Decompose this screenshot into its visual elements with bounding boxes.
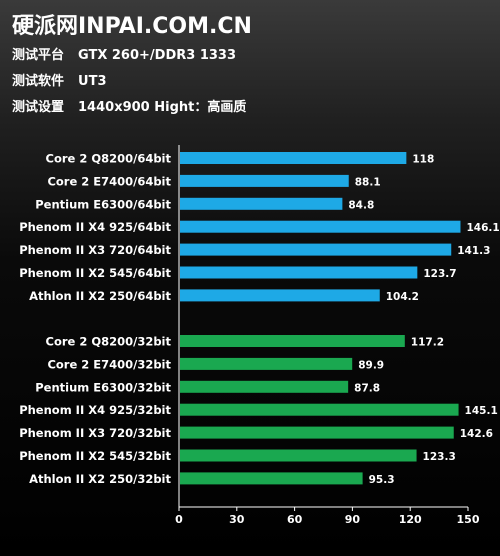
info-platform: 测试平台 GTX 260+/DDR3 1333: [12, 44, 236, 63]
x-tick-label: 90: [345, 513, 361, 526]
data-label: 142.6: [460, 428, 493, 440]
category-label: Athlon II X2 250/32bit: [29, 472, 171, 486]
bar: [180, 426, 454, 439]
x-tick-label: 120: [399, 513, 422, 526]
category-label: Pentium E6300/32bit: [35, 380, 171, 394]
bar: [180, 197, 343, 210]
category-label: Phenom II X3 720/64bit: [19, 243, 171, 257]
category-label: Core 2 E7400/32bit: [47, 357, 171, 371]
bar: [180, 357, 353, 370]
data-label: 87.8: [354, 382, 380, 394]
data-label: 89.9: [358, 359, 384, 371]
x-tick-label: 30: [229, 513, 245, 526]
x-tick-label: 60: [287, 513, 303, 526]
info-software-value: UT3: [78, 74, 107, 89]
info-settings-value: 1440x900 Hight：高画质: [78, 100, 247, 115]
bar: [180, 174, 349, 187]
info-settings: 测试设置 1440x900 Hight：高画质: [12, 96, 246, 115]
info-settings-label: 测试设置: [12, 100, 65, 115]
category-label: Core 2 E7400/64bit: [47, 174, 171, 188]
data-label: 145.1: [465, 405, 498, 417]
data-label: 123.3: [423, 451, 456, 463]
category-label: Phenom II X4 925/64bit: [19, 220, 171, 234]
data-label: 146.1: [466, 222, 499, 234]
bar: [180, 289, 380, 302]
info-platform-label: 测试平台: [12, 48, 65, 63]
data-label: 95.3: [369, 474, 395, 486]
category-label: Core 2 Q8200/32bit: [46, 335, 172, 349]
x-tick-label: 150: [457, 513, 480, 526]
data-label: 118: [412, 154, 434, 166]
info-software: 测试软件 UT3: [12, 70, 107, 89]
info-platform-value: GTX 260+/DDR3 1333: [78, 48, 236, 63]
data-label: 84.8: [348, 199, 374, 211]
category-label: Athlon II X2 250/64bit: [29, 289, 171, 303]
x-tick-label: 0: [175, 513, 183, 526]
category-label: Phenom II X4 925/32bit: [19, 403, 171, 417]
bar: [180, 220, 461, 233]
data-label: 141.3: [457, 245, 490, 257]
data-label: 104.2: [386, 291, 419, 303]
bar: [180, 152, 407, 164]
category-label: Pentium E6300/64bit: [35, 197, 171, 211]
bar: [180, 335, 405, 347]
bar: [180, 380, 349, 393]
category-label: Core 2 Q8200/64bit: [46, 152, 172, 166]
site-title: 硬派网INPAI.COM.CN: [12, 14, 252, 39]
info-software-label: 测试软件: [12, 74, 65, 89]
bar: [180, 449, 417, 462]
bar: [180, 243, 452, 256]
category-label: Phenom II X3 720/32bit: [19, 426, 171, 440]
bar: [180, 472, 363, 485]
data-label: 117.2: [411, 337, 444, 349]
data-label: 123.7: [423, 268, 456, 280]
bar: [180, 266, 418, 279]
category-label: Phenom II X2 545/32bit: [19, 449, 171, 463]
category-label: Phenom II X2 545/64bit: [19, 266, 171, 280]
bar: [180, 403, 459, 416]
data-label: 88.1: [355, 176, 381, 188]
